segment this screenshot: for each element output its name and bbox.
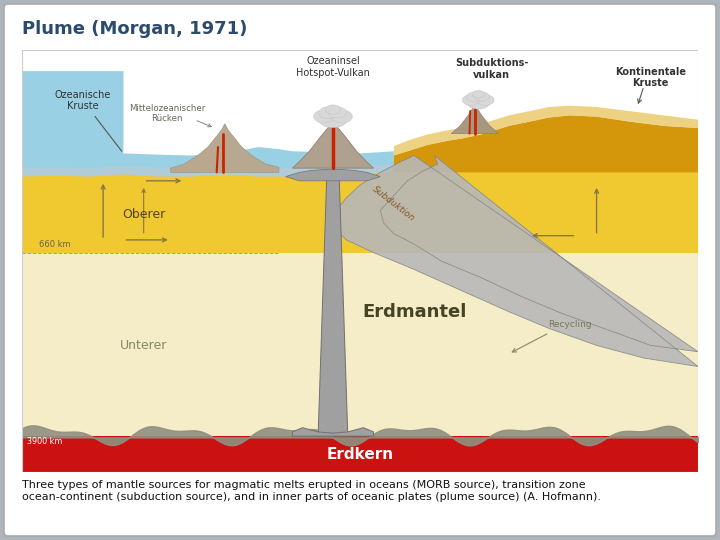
Text: Recycling: Recycling (548, 320, 591, 329)
Polygon shape (394, 106, 698, 156)
Text: 3900 km: 3900 km (27, 437, 63, 446)
Circle shape (467, 92, 482, 102)
Polygon shape (394, 116, 698, 172)
Text: Subduktion: Subduktion (371, 185, 417, 224)
Circle shape (331, 110, 352, 123)
Bar (22, 253, 698, 436)
Text: Subduktions-
vulkan: Subduktions- vulkan (455, 58, 528, 80)
Text: Kontinentale
Kruste: Kontinentale Kruste (615, 66, 686, 88)
Circle shape (325, 105, 341, 114)
Text: Ozeaninsel
Hotspot-Vulkan: Ozeaninsel Hotspot-Vulkan (296, 56, 370, 78)
Text: Ozeanische
Kruste: Ozeanische Kruste (55, 90, 122, 151)
Polygon shape (286, 169, 380, 181)
Circle shape (462, 94, 480, 105)
Circle shape (318, 109, 348, 127)
Text: Erdmantel: Erdmantel (362, 302, 467, 321)
Circle shape (477, 94, 494, 105)
Bar (22, 168, 698, 253)
Bar (22, 436, 698, 472)
Polygon shape (451, 105, 498, 133)
Text: Plume (Morgan, 1971): Plume (Morgan, 1971) (22, 20, 248, 38)
Polygon shape (292, 122, 374, 168)
Text: Erdkern: Erdkern (326, 447, 394, 462)
FancyBboxPatch shape (4, 4, 716, 536)
Text: Oberer: Oberer (122, 208, 166, 221)
Text: Mittelozeanischer
Rücken: Mittelozeanischer Rücken (129, 104, 205, 123)
Circle shape (328, 107, 346, 118)
Text: Unterer: Unterer (120, 339, 167, 352)
Polygon shape (292, 428, 374, 436)
Polygon shape (333, 156, 698, 367)
Circle shape (466, 94, 490, 109)
Text: Three types of mantle sources for magmatic melts erupted in oceans (MORB source): Three types of mantle sources for magmat… (22, 480, 601, 502)
Polygon shape (318, 170, 348, 436)
Circle shape (472, 91, 485, 98)
Polygon shape (22, 71, 394, 168)
Circle shape (314, 110, 335, 123)
Polygon shape (171, 124, 279, 172)
Circle shape (319, 107, 338, 119)
Text: 660 km: 660 km (39, 240, 71, 249)
Polygon shape (22, 164, 394, 177)
Circle shape (474, 92, 490, 101)
